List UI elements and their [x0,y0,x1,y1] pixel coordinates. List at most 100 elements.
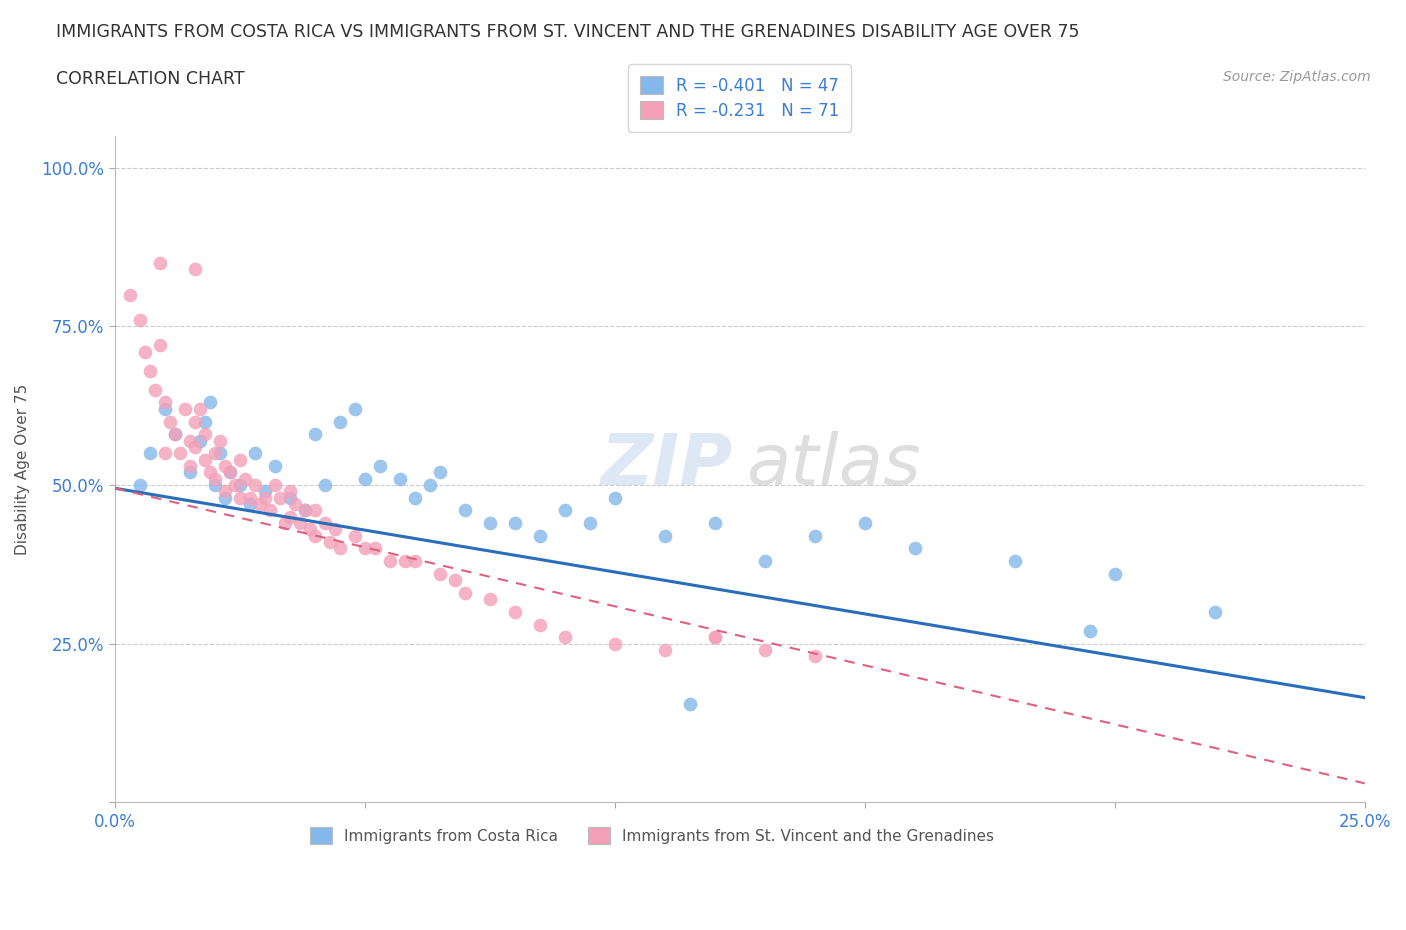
Point [179,433,201,448]
Point [228,452,250,467]
Point [803,528,825,543]
Point [503,604,526,619]
Point [228,490,250,505]
Point [678,697,700,711]
Point [228,478,250,493]
Point [128,312,150,327]
Point [128,478,150,493]
Text: Source: ZipAtlas.com: Source: ZipAtlas.com [1223,70,1371,84]
Point [318,535,340,550]
Point [298,522,321,537]
Point [263,458,285,473]
Point [198,465,221,480]
Point [278,510,301,525]
Point [578,515,600,530]
Point [253,490,276,505]
Point [654,528,676,543]
Point [404,490,426,505]
Point [193,452,215,467]
Point [183,261,205,276]
Point [159,414,181,429]
Point [269,490,291,505]
Point [273,515,295,530]
Point [188,402,211,417]
Point [214,484,236,498]
Text: IMMIGRANTS FROM COSTA RICA VS IMMIGRANTS FROM ST. VINCENT AND THE GRENADINES DIS: IMMIGRANTS FROM COSTA RICA VS IMMIGRANTS… [56,23,1080,41]
Point [323,522,346,537]
Point [1204,604,1226,619]
Point [603,490,626,505]
Legend: Immigrants from Costa Rica, Immigrants from St. Vincent and the Grenadines: Immigrants from Costa Rica, Immigrants f… [299,817,1005,855]
Point [193,427,215,442]
Point [904,541,927,556]
Point [314,478,336,493]
Point [478,591,501,606]
Point [443,573,465,588]
Point [754,553,776,568]
Point [378,553,401,568]
Point [554,503,576,518]
Point [478,515,501,530]
Point [353,472,375,486]
Point [754,643,776,658]
Text: ZIP: ZIP [602,432,734,500]
Point [803,649,825,664]
Text: CORRELATION CHART: CORRELATION CHART [56,70,245,87]
Text: atlas: atlas [747,432,921,500]
Point [353,541,375,556]
Point [853,515,876,530]
Point [204,472,226,486]
Point [193,414,215,429]
Point [343,402,366,417]
Point [233,472,256,486]
Point [163,427,186,442]
Point [404,553,426,568]
Point [214,458,236,473]
Point [1104,566,1126,581]
Point [288,515,311,530]
Point [238,490,260,505]
Point [263,478,285,493]
Point [314,515,336,530]
Point [138,445,160,460]
Y-axis label: Disability Age Over 75: Disability Age Over 75 [15,383,30,555]
Point [179,458,201,473]
Point [1078,624,1101,639]
Point [259,503,281,518]
Point [503,515,526,530]
Point [278,490,301,505]
Point [363,541,385,556]
Point [654,643,676,658]
Point [208,433,231,448]
Point [138,364,160,379]
Point [134,344,156,359]
Point [453,586,475,601]
Point [153,402,176,417]
Point [179,465,201,480]
Point [304,503,326,518]
Point [204,445,226,460]
Point [243,445,266,460]
Point [218,465,240,480]
Point [343,528,366,543]
Point [243,478,266,493]
Point [529,528,551,543]
Point [554,630,576,644]
Point [214,490,236,505]
Point [419,478,441,493]
Point [208,445,231,460]
Point [703,630,725,644]
Point [163,427,186,442]
Point [188,433,211,448]
Point [329,414,352,429]
Point [329,541,352,556]
Point [183,440,205,455]
Point [368,458,391,473]
Point [148,256,170,271]
Point [118,287,141,302]
Point [284,497,307,512]
Point [169,445,191,460]
Point [204,478,226,493]
Point [294,503,316,518]
Point [153,395,176,410]
